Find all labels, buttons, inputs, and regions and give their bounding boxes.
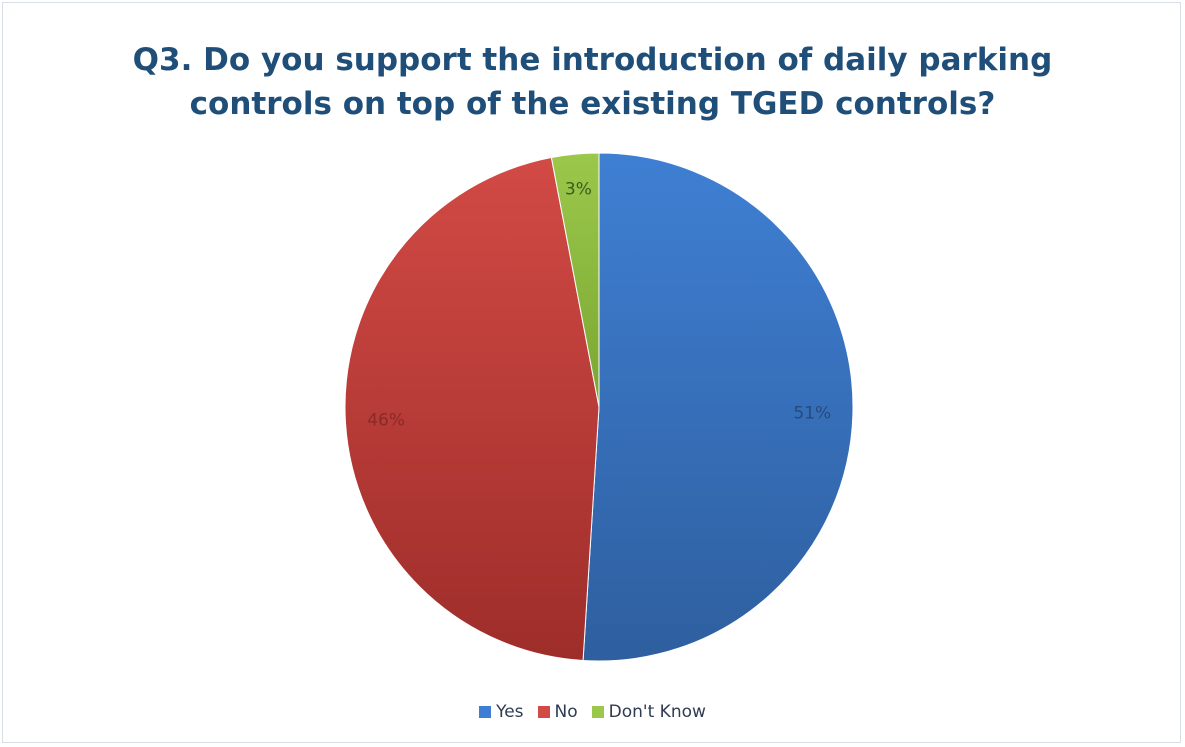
chart-title-line-1: Q3. Do you support the introduction of d… — [132, 42, 1053, 78]
pie-slice-no — [344, 156, 600, 662]
pie-label-dont-know: 3% — [565, 180, 592, 200]
chart-title-line-2: controls on top of the existing TGED con… — [189, 86, 996, 122]
pie-slices — [344, 152, 854, 662]
legend-item-dont-know: Don't Know — [591, 702, 706, 722]
legend-item-no: No — [537, 702, 578, 722]
legend-item-yes: Yes — [479, 702, 524, 722]
legend-swatch-dont-know — [591, 706, 604, 718]
pie-slice-dont-know — [550, 152, 600, 408]
legend-label-no: No — [554, 702, 578, 722]
pie-label-no: 46% — [367, 410, 405, 430]
legend-label-yes: Yes — [496, 702, 524, 722]
pie-slice-yes — [582, 152, 854, 662]
pie-label-yes: 51% — [793, 404, 831, 424]
chart-title: Q3. Do you support the introduction of d… — [0, 38, 1185, 126]
chart-legend: Yes No Don't Know — [0, 702, 1185, 722]
legend-swatch-no — [537, 706, 550, 718]
legend-label-dont-know: Don't Know — [608, 702, 706, 722]
pie-labels: 51% 46% 3% — [367, 180, 831, 431]
legend-swatch-yes — [479, 706, 492, 718]
